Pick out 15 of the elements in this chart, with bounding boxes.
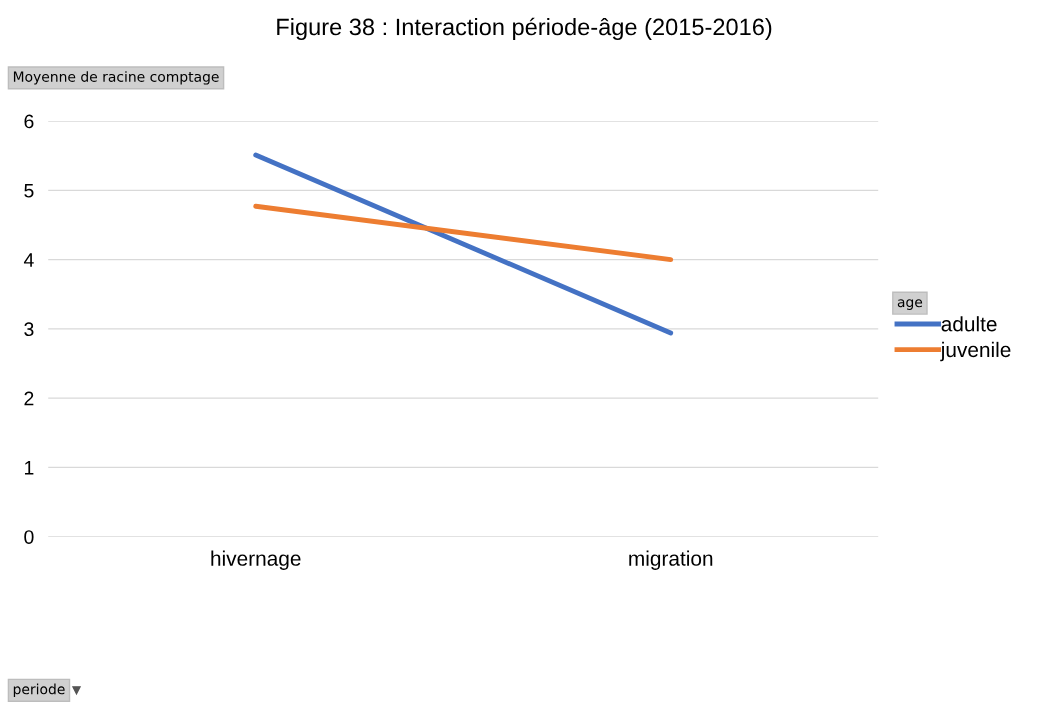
y-axis-title: Moyenne de racine comptage	[13, 71, 219, 85]
y-tick-label: 2	[24, 391, 34, 406]
y-tick-label: 1	[24, 461, 34, 475]
legend-label: adulte	[941, 316, 997, 332]
y-tick-label: 5	[24, 184, 34, 198]
y-tick-label: 0	[24, 530, 34, 544]
y-tick-label: 3	[24, 322, 34, 337]
x-tick-label: hivernage	[211, 550, 301, 570]
x-tick-label: migration	[629, 550, 713, 570]
legend-label: juvenile	[940, 341, 1011, 362]
legend-title: age	[897, 299, 923, 310]
text: periode	[13, 683, 65, 698]
y-tick-label: 4	[23, 253, 34, 267]
chart-title: Figure 38 : Interaction période-âge (2015-2016)	[277, 17, 772, 40]
y-tick-label: 6	[24, 114, 34, 129]
